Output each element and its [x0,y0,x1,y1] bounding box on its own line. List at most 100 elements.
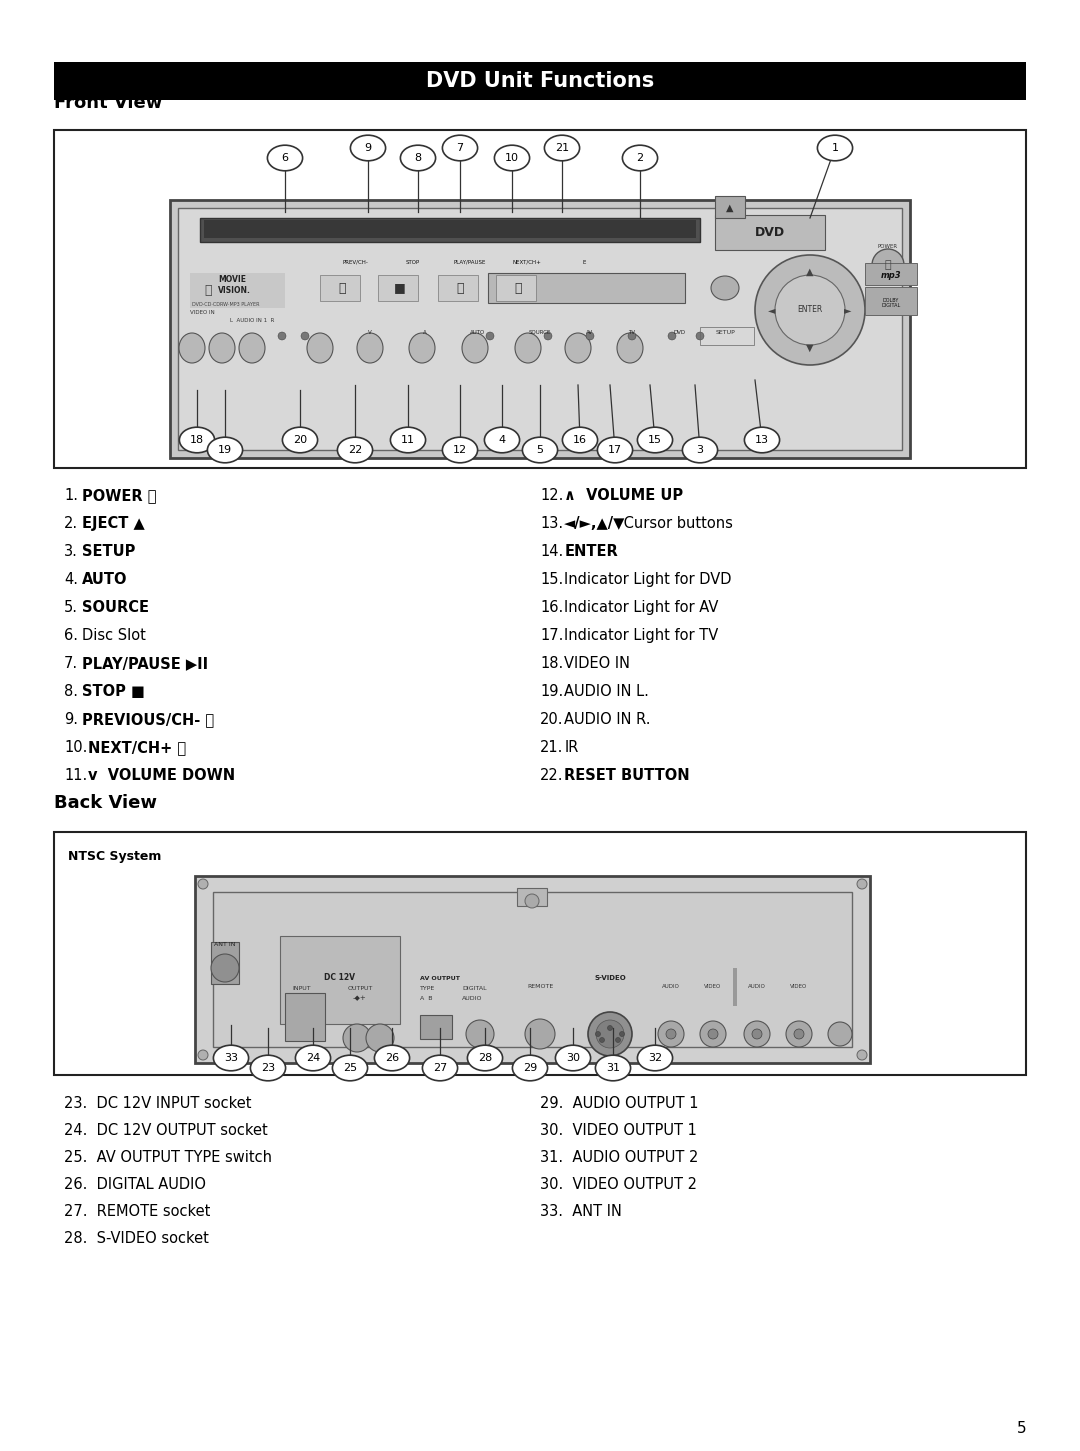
Text: 2: 2 [636,152,644,163]
Bar [54,62,1026,100]
Ellipse shape [595,1055,631,1081]
Text: TV: TV [629,331,635,335]
Ellipse shape [555,1045,591,1071]
Text: 29.  AUDIO OUTPUT 1: 29. AUDIO OUTPUT 1 [540,1096,699,1111]
Ellipse shape [443,135,477,161]
Ellipse shape [409,332,435,363]
Text: L  AUDIO IN 1  R: L AUDIO IN 1 R [230,318,274,322]
Circle shape [872,250,904,281]
Text: ◄: ◄ [768,305,775,315]
Text: REMOTE: REMOTE [527,984,553,988]
Text: 31: 31 [606,1064,620,1072]
Text: 6.: 6. [64,628,78,643]
Circle shape [211,953,239,982]
Ellipse shape [333,1055,367,1081]
Text: 13: 13 [755,435,769,445]
Text: 23: 23 [261,1064,275,1072]
Text: 6: 6 [282,152,288,163]
Text: ►: ► [845,305,852,315]
Text: 20: 20 [293,435,307,445]
Circle shape [544,332,552,340]
Bar [285,992,325,1040]
Text: Back View: Back View [54,794,157,813]
Bar [54,131,1026,469]
Text: Indicator Light for DVD: Indicator Light for DVD [565,572,732,588]
Text: 33: 33 [224,1053,238,1064]
Text: 28.  S-VIDEO socket: 28. S-VIDEO socket [64,1230,208,1246]
Circle shape [752,1029,762,1039]
Circle shape [696,332,704,340]
Text: 10.: 10. [64,740,87,755]
Ellipse shape [495,145,529,171]
Text: 21: 21 [555,144,569,152]
Text: 26: 26 [384,1053,400,1064]
Text: NEXT/CH+ ⏭: NEXT/CH+ ⏭ [89,740,187,755]
Text: AUTO: AUTO [471,331,486,335]
Text: 1: 1 [832,144,838,152]
Text: 4: 4 [499,435,505,445]
Text: 25.  AV OUTPUT TYPE switch: 25. AV OUTPUT TYPE switch [64,1151,272,1165]
Text: STOP ■: STOP ■ [82,683,145,699]
Text: 17.: 17. [540,628,564,643]
Ellipse shape [565,332,591,363]
Ellipse shape [597,437,633,463]
Text: 24: 24 [306,1053,320,1064]
Text: Front View: Front View [54,94,162,112]
Circle shape [744,1022,770,1048]
Bar [865,263,917,284]
Circle shape [588,1011,632,1056]
Bar [715,196,745,218]
Text: NTSC System: NTSC System [68,850,161,863]
Ellipse shape [357,332,383,363]
Text: 27: 27 [433,1064,447,1072]
Text: E: E [582,260,585,264]
Bar [204,221,696,238]
Text: IR: IR [565,740,579,755]
Circle shape [366,1024,394,1052]
Text: VIDEO: VIDEO [704,984,721,988]
Ellipse shape [296,1045,330,1071]
Text: PREVIOUS/CH- ⏮: PREVIOUS/CH- ⏮ [82,712,214,727]
Ellipse shape [637,1045,673,1071]
Ellipse shape [683,437,717,463]
Ellipse shape [523,437,557,463]
Text: DOLBY
DIGITAL: DOLBY DIGITAL [881,297,901,309]
Bar [200,218,700,242]
Ellipse shape [468,1045,502,1071]
Ellipse shape [563,427,597,453]
Text: DVD Unit Functions: DVD Unit Functions [426,71,654,91]
Text: AUDIO: AUDIO [662,984,680,988]
Bar [517,888,546,905]
Text: Cursor buttons: Cursor buttons [619,517,732,531]
Text: ◄/►,▲/▼: ◄/►,▲/▼ [565,517,625,531]
Text: AUDIO: AUDIO [462,995,483,1001]
Text: 17: 17 [608,445,622,456]
Text: SOURCE: SOURCE [529,331,551,335]
Circle shape [620,1032,624,1036]
Text: 9.: 9. [64,712,78,727]
Ellipse shape [375,1045,409,1071]
Bar [213,892,852,1048]
Text: 9: 9 [364,144,372,152]
Ellipse shape [512,1055,548,1081]
Ellipse shape [637,427,673,453]
Bar [378,276,418,300]
Text: VIDEO IN: VIDEO IN [565,656,631,670]
Text: 11.: 11. [64,768,87,784]
Ellipse shape [307,332,333,363]
Text: ⏯: ⏯ [456,281,463,295]
Text: ∧  VOLUME UP: ∧ VOLUME UP [565,488,684,503]
Circle shape [616,1037,621,1042]
Text: 16: 16 [573,435,588,445]
Bar [420,1016,453,1039]
Text: 14.: 14. [540,544,564,559]
Text: -◆+: -◆+ [353,995,367,1001]
Circle shape [669,332,676,340]
Ellipse shape [443,437,477,463]
Ellipse shape [744,427,780,453]
Text: 10: 10 [505,152,519,163]
Text: 23.  DC 12V INPUT socket: 23. DC 12V INPUT socket [64,1096,252,1111]
Text: AV OUTPUT: AV OUTPUT [420,975,460,981]
Text: 12.: 12. [540,488,564,503]
Text: DVD: DVD [674,331,686,335]
